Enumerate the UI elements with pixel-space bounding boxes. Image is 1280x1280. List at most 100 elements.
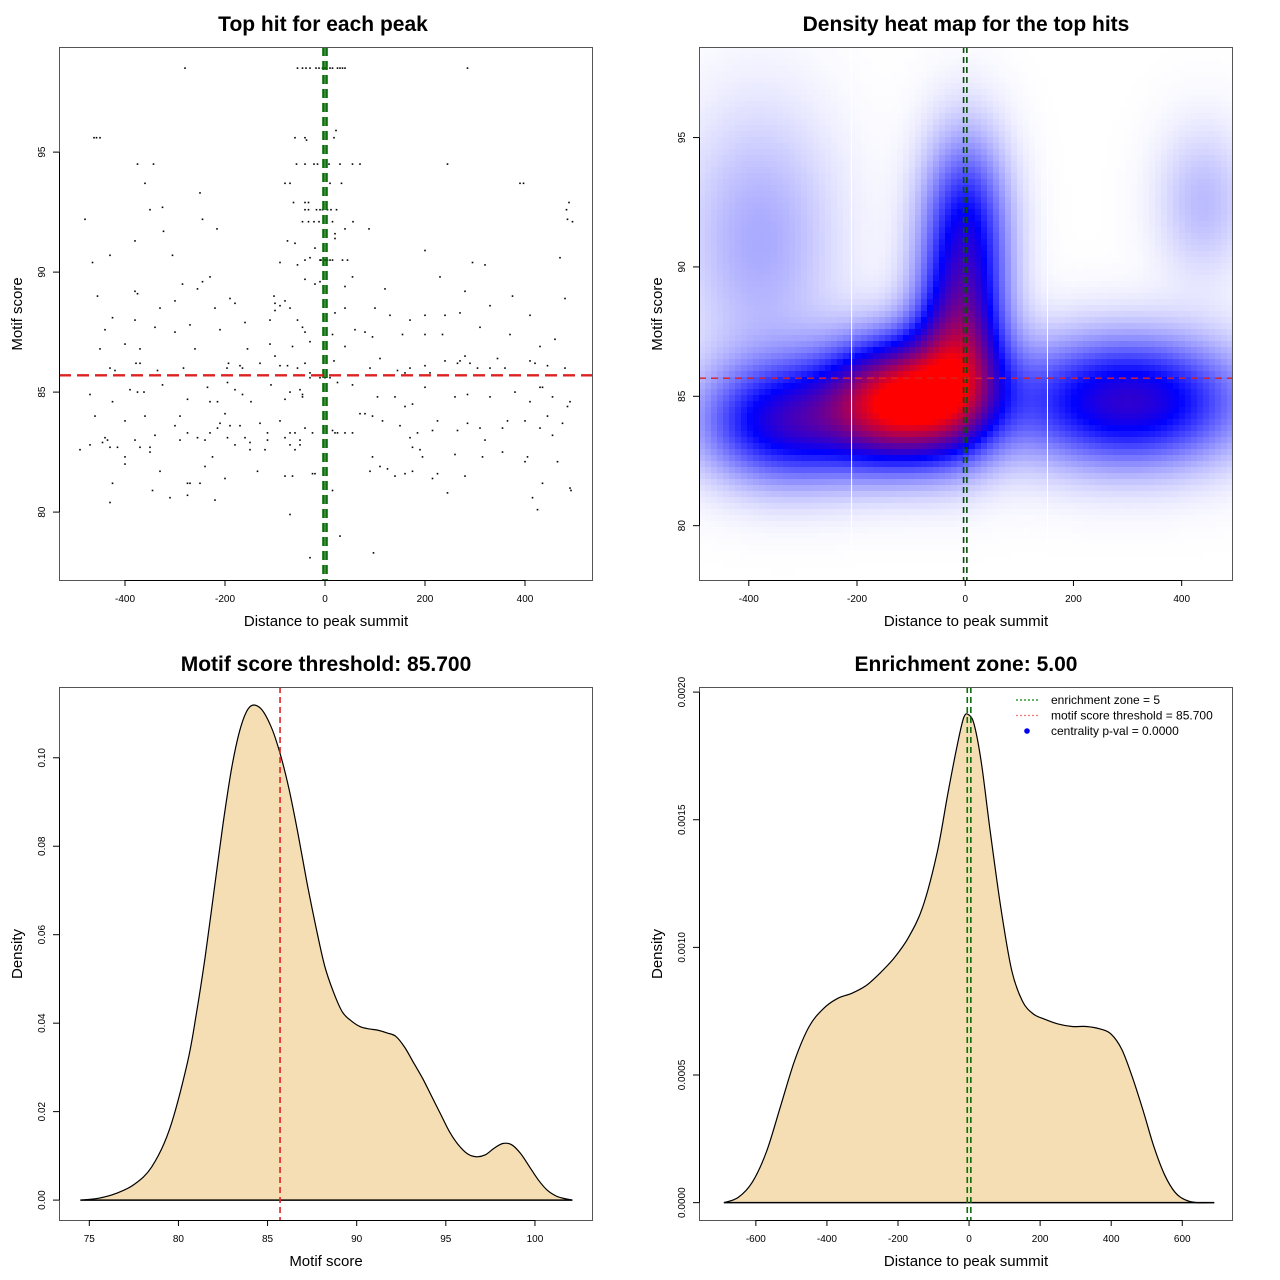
- heatmap-cell: [843, 473, 850, 480]
- heatmap-cell: [861, 437, 868, 444]
- heatmap-cell: [723, 227, 730, 234]
- heatmap-cell: [729, 47, 736, 54]
- heatmap-cell: [981, 263, 988, 270]
- heatmap-cell: [915, 539, 922, 546]
- data-point: [289, 391, 291, 393]
- heatmap-cell: [795, 569, 802, 576]
- heatmap-cell: [879, 137, 886, 144]
- heatmap-cell: [783, 191, 790, 198]
- heatmap-cell: [705, 149, 712, 156]
- data-point: [509, 333, 511, 336]
- heatmap-cell: [951, 161, 958, 168]
- heatmap-cell: [777, 77, 784, 84]
- heatmap-cell: [915, 443, 922, 450]
- heatmap-cell: [849, 329, 856, 336]
- heatmap-cell: [717, 515, 724, 522]
- heatmap-cell: [795, 449, 802, 456]
- data-point: [304, 331, 306, 333]
- heatmap-cell: [789, 239, 796, 246]
- data-point: [411, 446, 414, 449]
- heatmap-cell: [759, 107, 766, 114]
- heatmap-cell: [759, 119, 766, 126]
- heatmap-cell: [885, 551, 892, 558]
- heatmap-cell: [987, 455, 994, 462]
- heatmap-cell: [921, 179, 928, 186]
- heatmap-cell: [861, 89, 868, 96]
- heatmap-cell: [759, 473, 766, 480]
- data-point: [456, 362, 459, 365]
- heatmap-cell: [987, 341, 994, 348]
- heatmap-cell: [855, 401, 862, 408]
- heatmap-cell: [789, 191, 796, 198]
- heatmap-cell: [939, 431, 946, 438]
- heatmap-cell: [705, 185, 712, 192]
- heatmap-cell: [969, 95, 976, 102]
- heatmap-cell: [729, 287, 736, 294]
- heatmap-cell: [747, 161, 754, 168]
- heatmap-cell: [831, 71, 838, 78]
- heatmap-cell: [855, 419, 862, 426]
- heatmap-cell: [849, 401, 856, 408]
- heatmap-cell: [717, 437, 724, 444]
- heatmap-cell: [993, 59, 1000, 66]
- heatmap-cell: [723, 143, 730, 150]
- heatmap-cell: [747, 173, 754, 180]
- heatmap-cell: [759, 311, 766, 318]
- heatmap-cell: [867, 341, 874, 348]
- heatmap-cell: [711, 269, 718, 276]
- heatmap-cell: [699, 497, 706, 504]
- data-point: [421, 456, 424, 458]
- heatmap-cell: [813, 101, 820, 108]
- heatmap-cell: [861, 539, 868, 546]
- heatmap-cell: [969, 233, 976, 240]
- heatmap-cell: [783, 161, 790, 168]
- heatmap-cell: [849, 209, 856, 216]
- heatmap-cell: [807, 257, 814, 264]
- heatmap-cell: [795, 329, 802, 336]
- heatmap-cell: [855, 413, 862, 420]
- heatmap-cell: [921, 569, 928, 576]
- heatmap-cell: [849, 71, 856, 78]
- heatmap-cell: [1005, 197, 1012, 204]
- heatmap-cell: [831, 233, 838, 240]
- heatmap-cell: [945, 305, 952, 312]
- heatmap-cell: [891, 569, 898, 576]
- heatmap-cell: [885, 557, 892, 564]
- heatmap-cell: [807, 389, 814, 396]
- heatmap-cell: [879, 197, 886, 204]
- heatmap-cell: [789, 383, 796, 390]
- heatmap-cell: [879, 503, 886, 510]
- heatmap-cell: [795, 473, 802, 480]
- heatmap-cell: [915, 101, 922, 108]
- heatmap-cell: [849, 197, 856, 204]
- heatmap-cell: [921, 137, 928, 144]
- data-point: [244, 321, 246, 324]
- heatmap-cell: [879, 203, 886, 210]
- heatmap-cell: [723, 137, 730, 144]
- heatmap-cell: [861, 263, 868, 270]
- heatmap-cell: [939, 89, 946, 96]
- heatmap-cell: [705, 503, 712, 510]
- heatmap-cell: [975, 203, 982, 210]
- heatmap-cell: [861, 395, 868, 402]
- heatmap-cell: [801, 485, 808, 492]
- heatmap-cell: [777, 287, 784, 294]
- heatmap-cell: [1005, 359, 1012, 366]
- heatmap-cell: [759, 167, 766, 174]
- heatmap-cell: [957, 275, 964, 282]
- heatmap-cell: [927, 299, 934, 306]
- heatmap-cell: [783, 431, 790, 438]
- heatmap-cell: [855, 479, 862, 486]
- heatmap-cell: [795, 539, 802, 546]
- heatmap-cell: [963, 251, 970, 258]
- heatmap-cell: [903, 545, 910, 552]
- heatmap-cell: [891, 251, 898, 258]
- heatmap-cell: [861, 449, 868, 456]
- heatmap-cell: [915, 317, 922, 324]
- heatmap-cell: [765, 407, 772, 414]
- heatmap-cell: [897, 125, 904, 132]
- heatmap-cell: [969, 413, 976, 420]
- heatmap-cell: [747, 101, 754, 108]
- heatmap-cell: [927, 107, 934, 114]
- heatmap-cell: [957, 413, 964, 420]
